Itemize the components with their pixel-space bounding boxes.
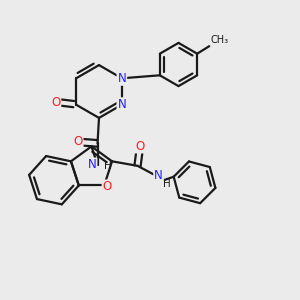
Text: H: H: [103, 161, 111, 171]
Text: O: O: [135, 140, 145, 152]
Text: O: O: [103, 181, 112, 194]
Text: H: H: [163, 179, 171, 189]
Text: N: N: [118, 72, 126, 85]
Text: CH₃: CH₃: [211, 35, 229, 45]
Text: N: N: [118, 98, 126, 111]
Text: N: N: [154, 169, 163, 182]
Text: O: O: [51, 96, 60, 109]
Text: O: O: [74, 135, 82, 148]
Text: N: N: [88, 158, 97, 172]
